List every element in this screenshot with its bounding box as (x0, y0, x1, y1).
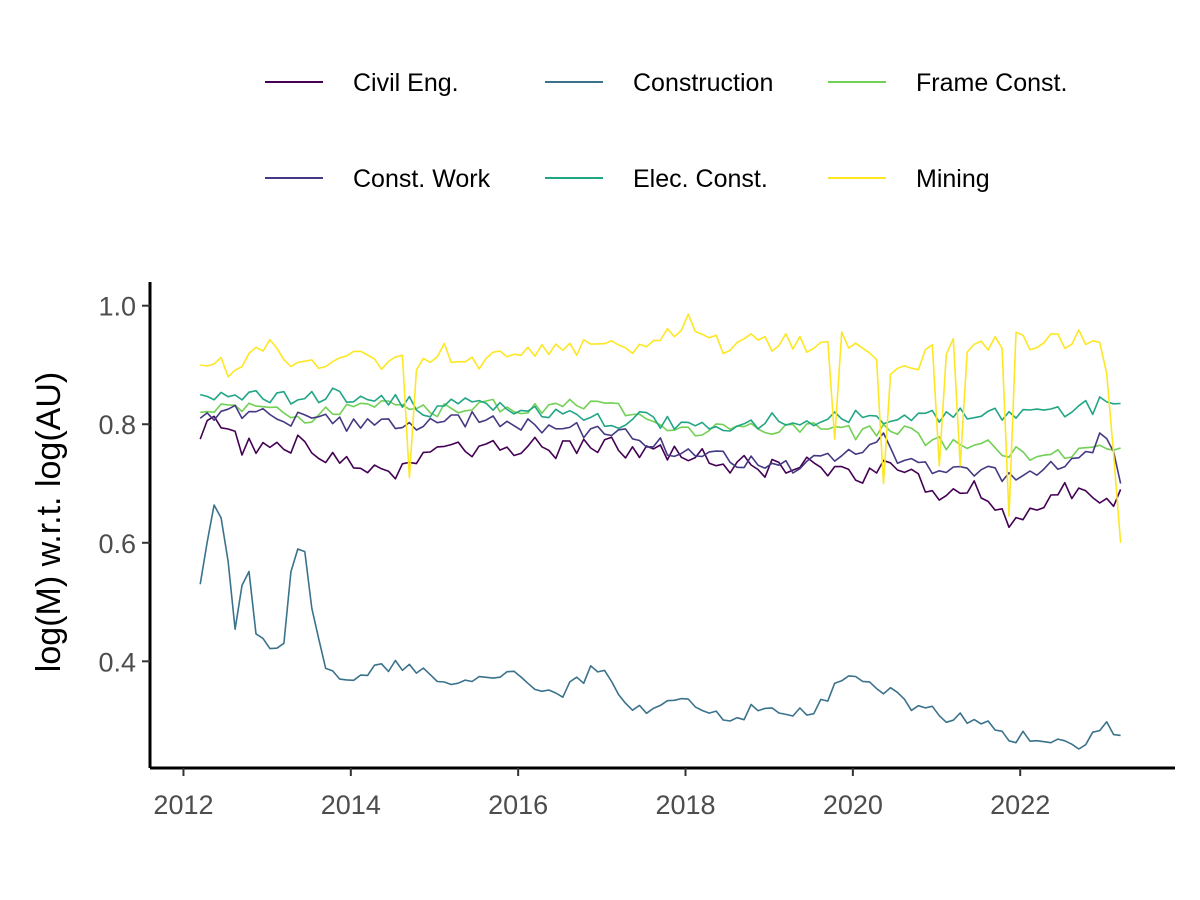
x-tick-label: 2022 (990, 790, 1050, 820)
series-line (200, 313, 1122, 543)
x-axis-ticks: 2012 2014 2016 2018 2020 2022 (153, 768, 1050, 820)
legend-item: Construction (545, 69, 773, 97)
y-tick-label: 1.0 (98, 292, 136, 322)
y-tick-label: 0.6 (98, 529, 136, 559)
y-axis-ticks: 0.4 0.6 0.8 1.0 (98, 292, 150, 677)
x-tick-label: 2014 (321, 790, 381, 820)
legend: Civil Eng. Construction Frame Const. Const.… (265, 69, 1067, 193)
y-tick-label: 0.4 (98, 647, 136, 677)
series-line (199, 504, 1121, 750)
x-tick-label: 2016 (488, 790, 548, 820)
x-tick-label: 2020 (823, 790, 883, 820)
series-line (200, 398, 1121, 462)
legend-item: Mining (828, 165, 990, 193)
series-line (199, 415, 1122, 529)
y-tick-label: 0.8 (98, 410, 136, 440)
axes: 2012 2014 2016 2018 2020 2022 0.4 0.6 0.8 1.0 lo… (30, 282, 1175, 820)
y-axis-title: log(M) w.r.t. log(AU) (30, 372, 68, 672)
x-tick-label: 2018 (655, 790, 715, 820)
legend-item: Civil Eng. (265, 69, 459, 97)
x-tick-label: 2012 (153, 790, 213, 820)
legend-item: Elec. Const. (545, 165, 768, 193)
legend-label: Frame Const. (916, 69, 1067, 97)
legend-label: Mining (916, 165, 990, 193)
legend-item: Frame Const. (828, 69, 1067, 97)
legend-label: Civil Eng. (353, 69, 459, 97)
legend-label: Const. Work (353, 165, 491, 193)
series-line (199, 404, 1122, 484)
legend-item: Const. Work (265, 165, 491, 193)
series-line (200, 387, 1121, 432)
legend-label: Construction (633, 69, 773, 97)
legend-label: Elec. Const. (633, 165, 768, 193)
plot-series (199, 313, 1122, 750)
